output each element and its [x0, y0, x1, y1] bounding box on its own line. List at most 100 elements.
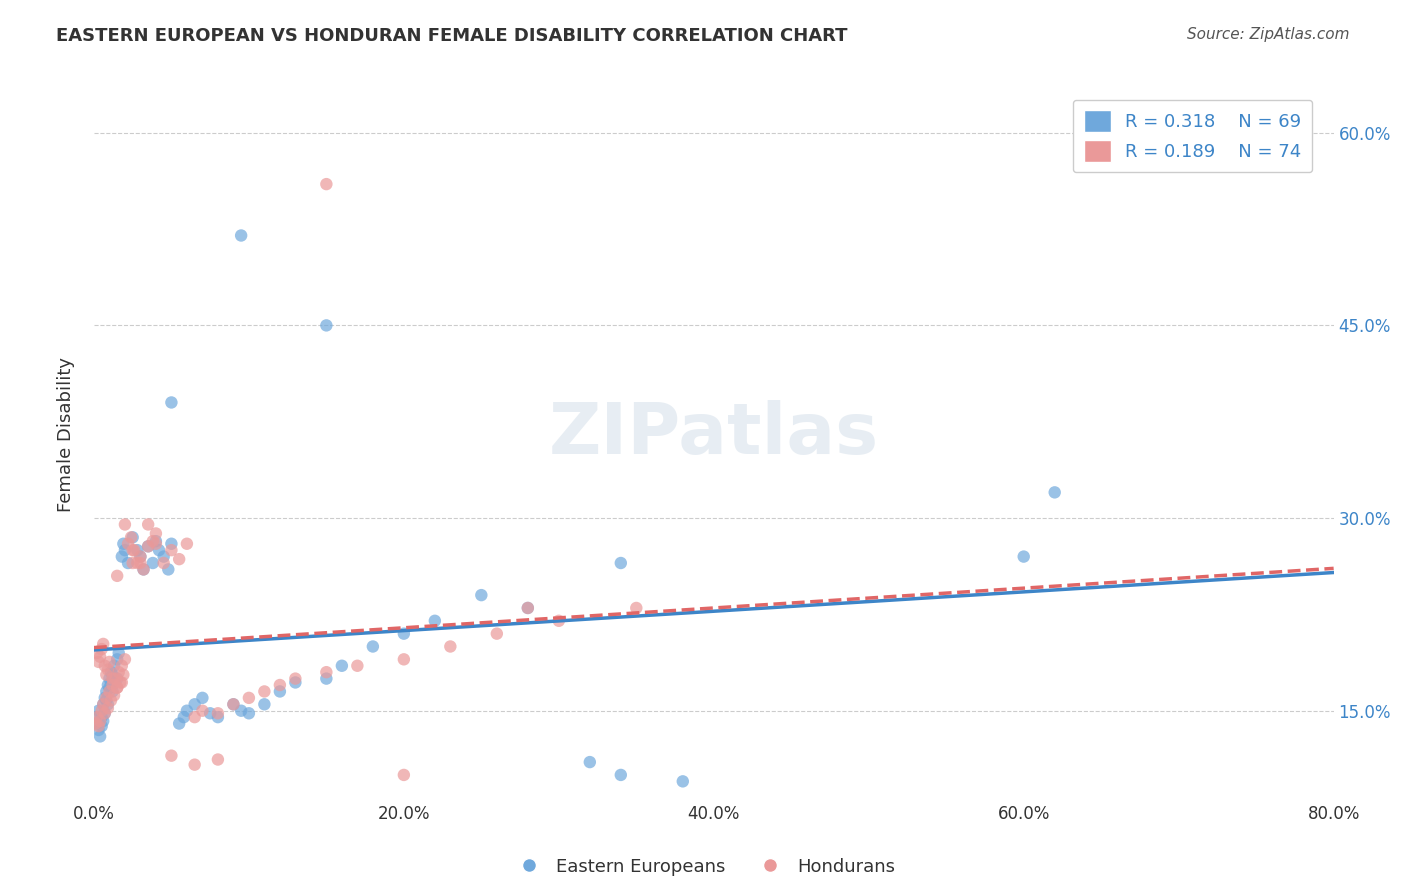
Point: [103, 658, 125, 673]
Point: [90, 710, 112, 724]
Point: [136, 539, 159, 553]
Point: [516, 601, 538, 615]
Point: [120, 530, 142, 544]
Point: [101, 684, 124, 698]
Point: [91, 698, 114, 712]
Point: [485, 626, 508, 640]
Point: [98, 655, 121, 669]
Point: [152, 549, 174, 564]
Point: [253, 684, 276, 698]
Point: [111, 675, 134, 690]
Point: [183, 757, 205, 772]
Point: [89, 730, 111, 744]
Point: [114, 543, 136, 558]
Point: [167, 552, 190, 566]
Point: [91, 714, 114, 728]
Point: [97, 663, 120, 677]
Point: [122, 543, 145, 558]
Point: [578, 755, 600, 769]
Point: [183, 698, 205, 712]
Point: [361, 640, 384, 654]
Point: [129, 549, 152, 564]
Point: [117, 537, 139, 551]
Point: [114, 517, 136, 532]
Point: [100, 675, 122, 690]
Point: [96, 690, 118, 705]
Point: [94, 706, 117, 721]
Point: [101, 667, 124, 681]
Point: [111, 658, 134, 673]
Point: [470, 588, 492, 602]
Point: [148, 543, 170, 558]
Point: [97, 698, 120, 712]
Point: [222, 698, 245, 712]
Point: [91, 637, 114, 651]
Point: [284, 675, 307, 690]
Point: [84, 716, 107, 731]
Point: [145, 526, 167, 541]
Point: [1043, 485, 1066, 500]
Point: [84, 710, 107, 724]
Point: [176, 537, 198, 551]
Point: [103, 688, 125, 702]
Point: [516, 601, 538, 615]
Point: [207, 752, 229, 766]
Legend: Eastern Europeans, Hondurans: Eastern Europeans, Hondurans: [503, 851, 903, 883]
Point: [145, 537, 167, 551]
Point: [183, 710, 205, 724]
Point: [672, 774, 695, 789]
Point: [207, 706, 229, 721]
Point: [105, 569, 128, 583]
Point: [346, 658, 368, 673]
Point: [97, 701, 120, 715]
Point: [160, 537, 183, 551]
Point: [114, 652, 136, 666]
Point: [231, 228, 253, 243]
Point: [90, 719, 112, 733]
Point: [231, 704, 253, 718]
Point: [86, 716, 108, 731]
Point: [111, 549, 134, 564]
Y-axis label: Female Disability: Female Disability: [58, 357, 75, 512]
Point: [160, 748, 183, 763]
Point: [269, 678, 291, 692]
Point: [284, 672, 307, 686]
Point: [127, 556, 149, 570]
Point: [94, 690, 117, 705]
Point: [105, 681, 128, 695]
Point: [253, 698, 276, 712]
Text: ZIPatlas: ZIPatlas: [548, 401, 879, 469]
Point: [315, 177, 337, 191]
Point: [89, 714, 111, 728]
Point: [136, 517, 159, 532]
Point: [101, 678, 124, 692]
Point: [207, 710, 229, 724]
Point: [87, 704, 110, 718]
Point: [423, 614, 446, 628]
Point: [152, 556, 174, 570]
Point: [98, 684, 121, 698]
Point: [100, 693, 122, 707]
Point: [90, 642, 112, 657]
Point: [87, 723, 110, 737]
Point: [392, 652, 415, 666]
Point: [238, 706, 260, 721]
Point: [626, 601, 648, 615]
Point: [94, 658, 117, 673]
Point: [96, 684, 118, 698]
Point: [547, 614, 569, 628]
Point: [269, 684, 291, 698]
Point: [222, 698, 245, 712]
Point: [105, 652, 128, 666]
Point: [132, 562, 155, 576]
Point: [129, 556, 152, 570]
Point: [142, 534, 165, 549]
Text: EASTERN EUROPEAN VS HONDURAN FEMALE DISABILITY CORRELATION CHART: EASTERN EUROPEAN VS HONDURAN FEMALE DISA…: [56, 27, 848, 45]
Point: [392, 626, 415, 640]
Point: [157, 562, 180, 576]
Point: [121, 530, 143, 544]
Point: [121, 543, 143, 558]
Point: [87, 655, 110, 669]
Point: [87, 719, 110, 733]
Point: [132, 562, 155, 576]
